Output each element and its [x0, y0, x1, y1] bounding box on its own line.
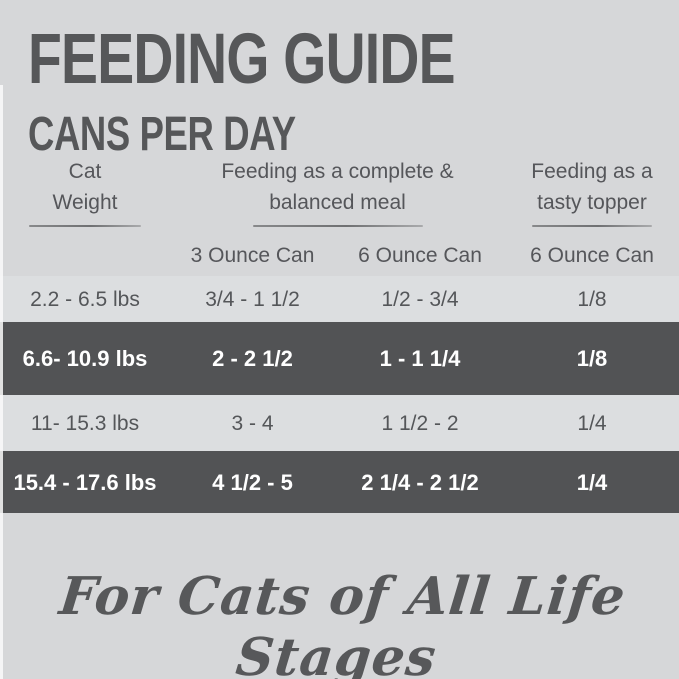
cell-topper-6oz: 1/4 — [577, 411, 607, 435]
cell-meal-6oz: 1 1/2 - 2 — [381, 411, 459, 435]
header-tasty-topper-line1: Feeding as a — [531, 160, 653, 183]
page-subtitle: CANS PER DAY — [28, 108, 296, 161]
table-header-row: Cat Weight Feeding as a complete & balan… — [0, 156, 679, 227]
cell-meal-6oz: 1/2 - 3/4 — [381, 287, 459, 311]
cell-weight: 15.4 - 17.6 lbs — [13, 469, 157, 495]
header-complete-meal: Feeding as a complete & balanced meal — [170, 156, 505, 227]
cell-topper-6oz: 1/8 — [577, 287, 607, 311]
header-underline — [29, 225, 141, 227]
table-body: 2.2 - 6.5 lbs 3/4 - 1 1/2 1/2 - 3/4 1/8 … — [0, 276, 679, 513]
header-cat-weight: Cat Weight — [0, 156, 170, 227]
cell-weight: 6.6- 10.9 lbs — [22, 346, 148, 371]
table-row: 11- 15.3 lbs 3 - 4 1 1/2 - 2 1/4 — [0, 395, 679, 451]
table-subheader-row: 3 Ounce Can 6 Ounce Can 6 Ounce Can — [0, 241, 679, 269]
header-complete-meal-line1: Feeding as a complete & — [221, 160, 454, 183]
subheader-spacer — [0, 241, 170, 269]
header-cat-weight-line1: Cat — [68, 160, 102, 183]
title-block: FEEDING GUIDE CANS PER DAY — [28, 24, 575, 159]
header-tasty-topper-line2: tasty topper — [537, 191, 647, 214]
cell-weight: 11- 15.3 lbs — [30, 411, 140, 435]
image-edge-artifact — [0, 85, 3, 679]
cell-meal-3oz: 4 1/2 - 5 — [212, 469, 293, 495]
cell-meal-3oz: 3 - 4 — [231, 411, 274, 435]
subheader-6oz-can-topper: 6 Ounce Can — [530, 243, 654, 267]
life-stages-tagline: For Cats of All Life Stages — [56, 566, 629, 679]
cell-meal-6oz: 2 1/4 - 2 1/2 — [361, 469, 479, 495]
page-title: FEEDING GUIDE — [28, 20, 456, 99]
table-row: 2.2 - 6.5 lbs 3/4 - 1 1/2 1/2 - 3/4 1/8 — [0, 276, 679, 322]
cell-meal-6oz: 1 - 1 1/4 — [379, 346, 461, 371]
table-row-highlighted: 15.4 - 17.6 lbs 4 1/2 - 5 2 1/4 - 2 1/2 … — [0, 451, 679, 513]
cell-topper-6oz: 1/4 — [576, 469, 608, 495]
cell-meal-3oz: 3/4 - 1 1/2 — [205, 287, 300, 311]
cell-weight: 2.2 - 6.5 lbs — [30, 287, 140, 311]
subheader-3oz-can: 3 Ounce Can — [190, 243, 315, 267]
header-underline — [252, 225, 423, 227]
header-underline — [532, 225, 652, 227]
header-cat-weight-line2: Weight — [52, 191, 118, 214]
table-row-highlighted: 6.6- 10.9 lbs 2 - 2 1/2 1 - 1 1/4 1/8 — [0, 322, 679, 395]
cell-topper-6oz: 1/8 — [576, 346, 608, 371]
cell-meal-3oz: 2 - 2 1/2 — [212, 346, 293, 371]
header-tasty-topper: Feeding as a tasty topper — [505, 156, 679, 227]
subheader-6oz-can-meal: 6 Ounce Can — [358, 243, 482, 267]
header-complete-meal-line2: balanced meal — [269, 191, 406, 214]
